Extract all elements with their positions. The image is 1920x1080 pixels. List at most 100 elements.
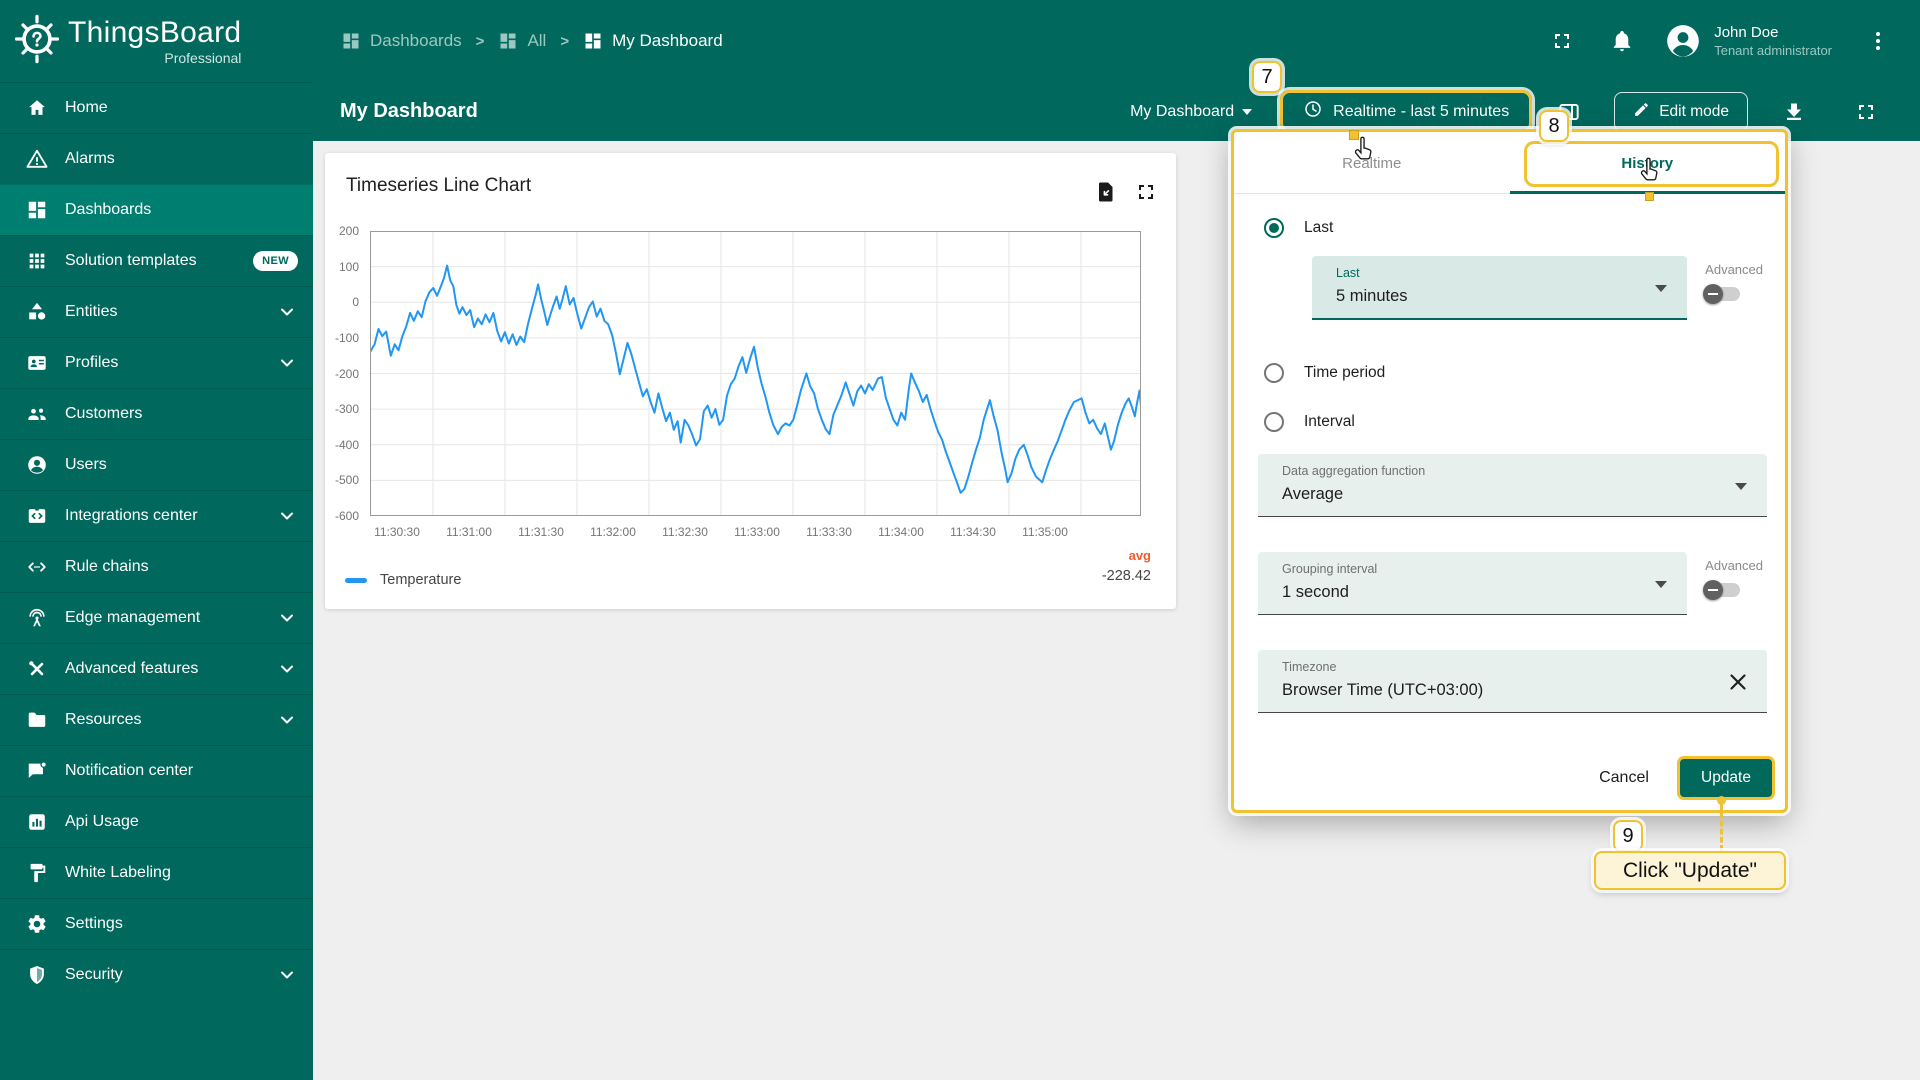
aggregation-function-select[interactable]: Data aggregation function Average — [1258, 454, 1767, 517]
user-menu[interactable]: John Doe Tenant administrator — [1664, 22, 1832, 60]
widget-title: Timeseries Line Chart — [346, 175, 532, 196]
last-value-select[interactable]: Last 5 minutes — [1312, 256, 1687, 320]
advanced-toggle[interactable] — [1703, 580, 1741, 600]
timeseries-widget[interactable]: Timeseries Line Chart 200 100 0 -100 -200 -30… — [325, 153, 1176, 609]
y-tick-label: -600 — [334, 509, 359, 523]
logo-text: ThingsBoard Professional — [68, 16, 241, 66]
timeseries-chart — [369, 230, 1142, 517]
breadcrumb-separator: > — [475, 32, 485, 50]
y-tick-label: 0 — [352, 295, 359, 310]
download-icon[interactable] — [1782, 100, 1806, 124]
last-field-label: Last — [1336, 266, 1360, 280]
aggregation-field-label: Data aggregation function — [1282, 464, 1426, 478]
radio-option-time-period[interactable]: Time period — [1264, 363, 1385, 383]
chevron-down-icon — [279, 355, 295, 371]
sidebar-item-entities[interactable]: Entities — [0, 286, 313, 337]
radio-option-last[interactable]: Last — [1264, 218, 1333, 238]
annotation-step-8-badge: 8 — [1539, 110, 1569, 142]
sidebar-item-advanced-features[interactable]: Advanced features — [0, 643, 313, 694]
radio-icon-interval — [1264, 412, 1284, 432]
sidebar-item-api-usage[interactable]: Api Usage — [0, 796, 313, 847]
widget-actions — [1094, 180, 1158, 204]
chevron-down-icon — [279, 661, 295, 677]
rule-chains-icon — [26, 556, 48, 578]
timewindow-label: Realtime - last 5 minutes — [1333, 102, 1510, 120]
y-tick-label: 100 — [338, 259, 359, 274]
breadcrumb-item-dashboards[interactable]: Dashboards — [341, 31, 462, 51]
cancel-button[interactable]: Cancel — [1587, 756, 1661, 800]
toggle-thumb-icon — [1703, 580, 1724, 600]
home-icon — [26, 97, 48, 119]
advanced-label: Advanced — [1705, 262, 1763, 277]
apps-grid-icon — [26, 250, 48, 272]
sidebar-item-integrations-center[interactable]: Integrations center — [0, 490, 313, 541]
sidebar-item-label: Rule chains — [65, 558, 149, 575]
avg-value: -228.42 — [1101, 568, 1151, 584]
grouping-field-label: Grouping interval — [1282, 562, 1378, 576]
toolbar-fullscreen-icon[interactable] — [1854, 100, 1878, 124]
sidebar-item-users[interactable]: Users — [0, 439, 313, 490]
dashboard-select[interactable]: My Dashboard — [1130, 103, 1253, 121]
x-axis-labels: 11:30:30 11:31:00 11:31:30 11:32:00 11:32:30… — [370, 525, 1141, 541]
sidebar-item-security[interactable]: Security — [0, 949, 313, 1000]
user-role: Tenant administrator — [1714, 43, 1832, 58]
x-tick-label: 11:35:00 — [1022, 525, 1068, 539]
more-menu-icon[interactable] — [1866, 29, 1890, 53]
sidebar-item-customers[interactable]: Customers — [0, 388, 313, 439]
radio-option-interval[interactable]: Interval — [1264, 412, 1355, 432]
clear-timezone-icon[interactable] — [1725, 669, 1751, 695]
timezone-field[interactable]: Timezone Browser Time (UTC+03:00) — [1258, 650, 1767, 713]
sidebar-item-alarms[interactable]: Alarms — [0, 133, 313, 184]
edge-icon — [26, 607, 48, 629]
notifications-bell-icon[interactable] — [1610, 29, 1634, 53]
edit-mode-button[interactable]: Edit mode — [1614, 91, 1748, 132]
new-badge: NEW — [253, 251, 298, 271]
sidebar-item-settings[interactable]: Settings — [0, 898, 313, 949]
toggle-thumb-icon — [1703, 284, 1724, 304]
grouping-interval-select[interactable]: Grouping interval 1 second — [1258, 552, 1687, 615]
page-title: My Dashboard — [340, 100, 478, 122]
chevron-down-icon — [279, 304, 295, 320]
tab-realtime[interactable]: Realtime — [1342, 154, 1402, 172]
sidebar-item-home[interactable]: Home — [0, 82, 313, 133]
sidebar-item-resources[interactable]: Resources — [0, 694, 313, 745]
sidebar-item-dashboards[interactable]: Dashboards — [0, 184, 313, 235]
sidebar-item-label: Notification center — [65, 762, 194, 779]
sidebar-item-edge-management[interactable]: Edge management — [0, 592, 313, 643]
dropdown-arrow-icon — [1655, 581, 1667, 588]
chevron-down-icon — [279, 508, 295, 524]
sidebar-item-white-labeling[interactable]: White Labeling — [0, 847, 313, 898]
annotation-connector-dot — [1717, 796, 1726, 805]
sidebar-item-label: Home — [65, 99, 108, 116]
radio-icon-last — [1264, 218, 1284, 238]
x-tick-label: 11:33:00 — [734, 525, 780, 539]
sidebar-item-solution-templates[interactable]: Solution templates NEW — [0, 235, 313, 286]
avatar — [1664, 22, 1702, 60]
x-tick-label: 11:34:00 — [878, 525, 924, 539]
timewindow-button[interactable]: Realtime - last 5 minutes — [1280, 90, 1533, 133]
edit-mode-label: Edit mode — [1659, 102, 1729, 120]
dropdown-arrow-icon — [1655, 285, 1667, 292]
sidebar-item-label: Dashboards — [65, 201, 152, 218]
export-data-icon[interactable] — [1094, 180, 1118, 204]
breadcrumb-item-all[interactable]: All — [498, 31, 546, 51]
notification-icon — [26, 760, 48, 782]
shield-icon — [26, 964, 48, 986]
update-button[interactable]: Update — [1677, 756, 1775, 800]
chevron-down-icon — [279, 610, 295, 626]
y-tick-label: -300 — [334, 402, 359, 417]
radio-label-interval: Interval — [1304, 413, 1355, 430]
sidebar-item-notification-center[interactable]: Notification center — [0, 745, 313, 796]
widget-fullscreen-icon[interactable] — [1134, 180, 1158, 204]
dashboard-icon — [341, 31, 361, 51]
sidebar-nav: Home Alarms Dashboards Solution templates NE… — [0, 82, 313, 1000]
sidebar-item-profiles[interactable]: Profiles — [0, 337, 313, 388]
thingsboard-logo-icon — [10, 11, 64, 72]
y-tick-label: -100 — [334, 330, 359, 345]
sidebar-item-label: Alarms — [65, 150, 115, 167]
logo[interactable]: ThingsBoard Professional — [0, 0, 313, 82]
fullscreen-icon[interactable] — [1550, 29, 1574, 53]
sidebar-item-rule-chains[interactable]: Rule chains — [0, 541, 313, 592]
legend-label-temperature[interactable]: Temperature — [380, 572, 462, 588]
advanced-toggle[interactable] — [1703, 284, 1741, 304]
